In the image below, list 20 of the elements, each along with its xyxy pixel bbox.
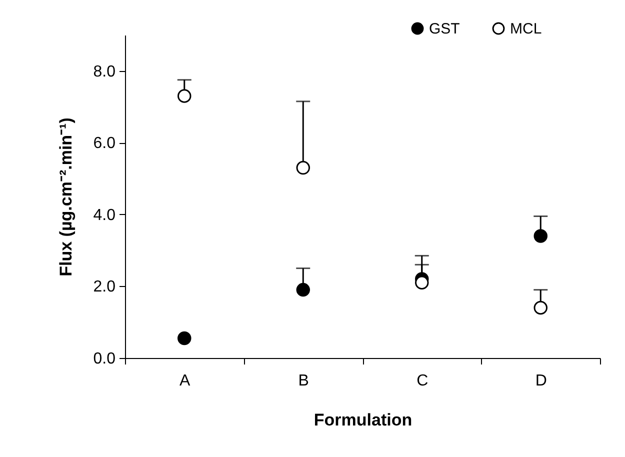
y-tick-label: 0.0: [93, 350, 116, 368]
point: [415, 276, 429, 290]
point: [296, 282, 310, 297]
point: [296, 160, 310, 175]
legend-label: GST: [429, 20, 460, 38]
y-tick-label: 8.0: [93, 63, 116, 80]
point: [534, 229, 548, 243]
x-tick-label: D: [535, 372, 547, 390]
legend-label: MCL: [510, 20, 542, 38]
y-tick-label: 4.0: [93, 206, 116, 224]
y-tick-label: 6.0: [93, 135, 116, 152]
point: [534, 300, 548, 315]
x-axis-title: Formulation: [314, 410, 412, 430]
x-tick-label: A: [180, 372, 191, 390]
y-tick-label: 2.0: [93, 278, 116, 296]
y-axis-title: Flux (µg.cm⁻².min⁻¹): [56, 118, 76, 276]
x-tick-label: B: [298, 372, 309, 390]
point: [178, 89, 192, 103]
x-tick-label: C: [416, 372, 428, 390]
point: [178, 331, 192, 346]
